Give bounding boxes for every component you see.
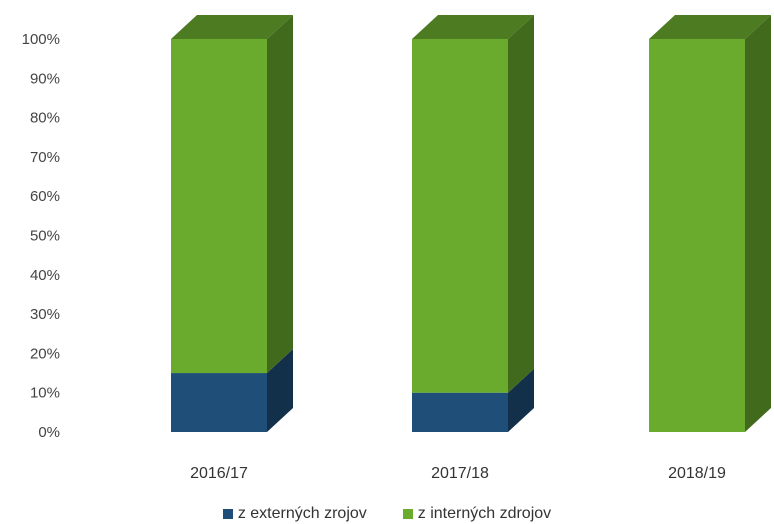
bar-front-0-1 [412, 392, 508, 432]
y-tick-label: 80% [30, 110, 60, 127]
bar-top-1-1 [412, 15, 534, 39]
bar-side-1-2 [745, 15, 771, 432]
x-category-label: 2018/19 [668, 465, 726, 482]
y-tick-label: 30% [30, 306, 60, 323]
y-tick-label: 10% [30, 385, 60, 402]
legend-swatch-internal [402, 509, 413, 519]
y-tick-label: 60% [30, 188, 60, 205]
y-tick-label: 40% [30, 267, 60, 284]
bar-front-1-1 [412, 39, 508, 393]
legend-label-internal: z interných zdrojov [417, 505, 552, 522]
y-tick-label: 70% [30, 149, 60, 166]
bar-side-1-1 [508, 15, 534, 393]
legend-label-external: z externých zrojov [237, 505, 367, 522]
y-tick-label: 0% [38, 424, 60, 441]
legend-swatch-external [222, 509, 233, 519]
legend: z externých zrojov z interných zdrojov [0, 505, 774, 523]
legend-item-internal: z interných zdrojov [402, 505, 552, 523]
x-category-label: 2016/17 [190, 465, 248, 482]
bar-front-0-0 [171, 373, 267, 432]
y-tick-label: 20% [30, 345, 60, 362]
y-tick-label: 100% [22, 31, 60, 48]
y-tick-label: 50% [30, 228, 60, 245]
bar-side-0-0 [267, 349, 293, 432]
bar-side-0-1 [508, 368, 534, 432]
bar-front-1-2 [649, 39, 745, 432]
bar-top-1-2 [649, 15, 771, 39]
bar-top-1-0 [171, 15, 293, 39]
y-tick-label: 90% [30, 70, 60, 87]
legend-item-external: z externých zrojov [222, 505, 367, 523]
bar-front-1-0 [171, 39, 267, 374]
bar-side-1-0 [267, 15, 293, 374]
x-category-label: 2017/18 [431, 465, 489, 482]
